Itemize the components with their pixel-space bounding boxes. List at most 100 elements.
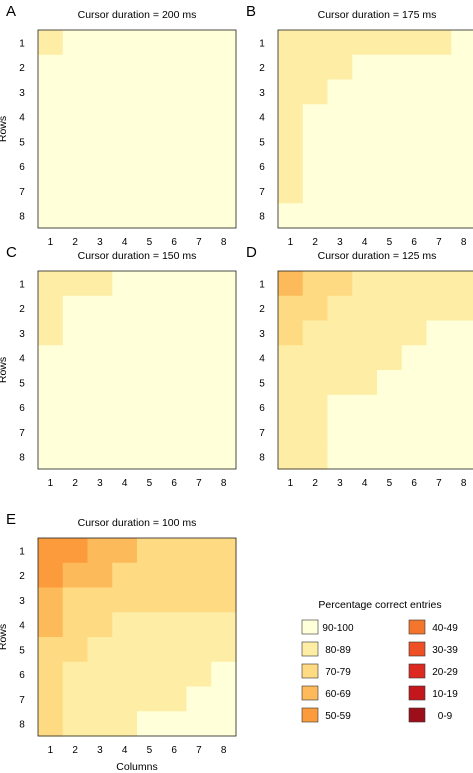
panel-d-cell	[302, 370, 329, 396]
panel-d-letter: D	[246, 244, 257, 261]
panel-c-cell	[38, 419, 64, 445]
panel-a-y-tick: 1	[19, 38, 25, 49]
panel-c-cell	[137, 444, 163, 470]
panel-d-cell	[302, 394, 329, 421]
panel-d-x-tick: 1	[288, 478, 294, 489]
panel-c-frame	[37, 270, 237, 470]
panel-e-cell	[186, 612, 212, 638]
panel-c-cell	[137, 345, 163, 371]
panel-c-y-tick: 1	[19, 279, 25, 290]
panel-d-y-tick: 2	[259, 304, 265, 315]
panel-c-cell	[211, 295, 237, 322]
panel-b-cell	[451, 153, 473, 180]
panel-e-cell	[161, 612, 188, 638]
panel-a-y-tick: 4	[19, 113, 25, 124]
panel-d-cell	[278, 295, 304, 322]
panel-d-cell	[377, 271, 403, 297]
panel-c-y-tick: 5	[19, 378, 25, 389]
panel-d-cell	[451, 271, 473, 297]
panel-c-cell	[186, 345, 212, 371]
panel-c-y-tick: 7	[19, 428, 25, 439]
panel-a-cell	[161, 153, 188, 180]
panel-a-cell	[161, 129, 188, 155]
panel-c-cell	[62, 345, 89, 371]
panel-b-cell	[451, 54, 473, 81]
panel-a-cell	[112, 30, 138, 56]
panel-d-cell	[278, 271, 304, 297]
panel-a-cell	[62, 153, 89, 180]
panel-e-cell	[62, 661, 89, 688]
panel-d-cell	[426, 345, 452, 371]
panel-a-cell	[62, 203, 89, 229]
panel-d-cell	[327, 394, 353, 421]
panel-b-cell	[352, 79, 378, 105]
panel-b-cell	[377, 203, 403, 229]
panel-a-cell	[211, 153, 237, 180]
panel-c-cell	[112, 419, 138, 445]
legend-swatch	[301, 685, 319, 701]
panel-e-cell	[38, 661, 64, 688]
panel-c-cell	[112, 345, 138, 371]
panel-a-cell	[87, 153, 113, 180]
panel-b-cell	[451, 79, 473, 105]
panel-e-cell	[112, 587, 138, 613]
panel-b-cell	[327, 178, 353, 204]
panel-a-x-tick: 2	[72, 237, 78, 248]
panel-e-y-tick: 6	[19, 670, 25, 681]
panel-a-cell	[38, 153, 64, 180]
panel-d-cell	[302, 320, 329, 346]
panel-e-cell	[211, 562, 237, 589]
panel-b-y-tick: 3	[259, 88, 265, 99]
panel-b-cell	[401, 203, 428, 229]
panel-b-y-tick: 5	[259, 137, 265, 148]
panel-e-x-tick: 3	[97, 745, 103, 756]
legend-swatch	[301, 663, 319, 679]
panel-b-cell	[302, 54, 329, 81]
panel-b-x-tick: 3	[337, 237, 343, 248]
panel-a-cell	[87, 129, 113, 155]
panel-c-cell	[186, 370, 212, 396]
panel-e-cell	[112, 686, 138, 712]
panel-a-x-tick: 5	[147, 237, 153, 248]
panel-a-y-tick: 7	[19, 187, 25, 198]
legend-swatch	[301, 641, 319, 657]
panel-d-cell	[401, 345, 428, 371]
panel-e-cell	[62, 587, 89, 613]
panel-d-cell	[377, 370, 403, 396]
panel-d-cell	[426, 394, 452, 421]
panel-a-cell	[62, 129, 89, 155]
panel-d-x-tick: 7	[436, 478, 442, 489]
panel-d-x-tick: 8	[461, 478, 467, 489]
panel-e-cell	[137, 612, 163, 638]
panel-d-cell	[327, 345, 353, 371]
panel-c-ylabel: Rows	[0, 357, 9, 383]
panel-e-y-tick: 4	[19, 621, 25, 632]
panel-a-cell	[112, 79, 138, 105]
panel-a-y-tick: 5	[19, 137, 25, 148]
panel-c-cell	[112, 320, 138, 346]
panel-a-cell	[211, 79, 237, 105]
panel-c-letter: C	[6, 244, 17, 261]
panel-d-cell	[352, 295, 378, 322]
panel-e-cell	[161, 711, 188, 737]
panel-e-cell	[186, 637, 212, 663]
panel-e-cell	[38, 587, 64, 613]
legend-title: Percentage correct entries	[318, 599, 441, 611]
panel-b-cell	[327, 153, 353, 180]
panel-d-cell	[352, 419, 378, 445]
panel-e-cell	[186, 686, 212, 712]
legend-swatch	[301, 619, 319, 635]
panel-a-cell	[161, 54, 188, 81]
panel-b-cell	[377, 104, 403, 130]
panel-e-cell	[211, 587, 237, 613]
panel-e-cell	[87, 637, 113, 663]
panel-c-cell	[137, 271, 163, 297]
panel-b-y-tick: 2	[259, 63, 265, 74]
panel-d-cell	[377, 320, 403, 346]
panel-e-x-tick: 2	[72, 745, 78, 756]
panel-d-cell	[401, 320, 428, 346]
panel-c-cell	[211, 394, 237, 421]
panel-d-cell	[352, 444, 378, 470]
panel-d-cell	[401, 271, 428, 297]
panel-a-cell	[112, 104, 138, 130]
